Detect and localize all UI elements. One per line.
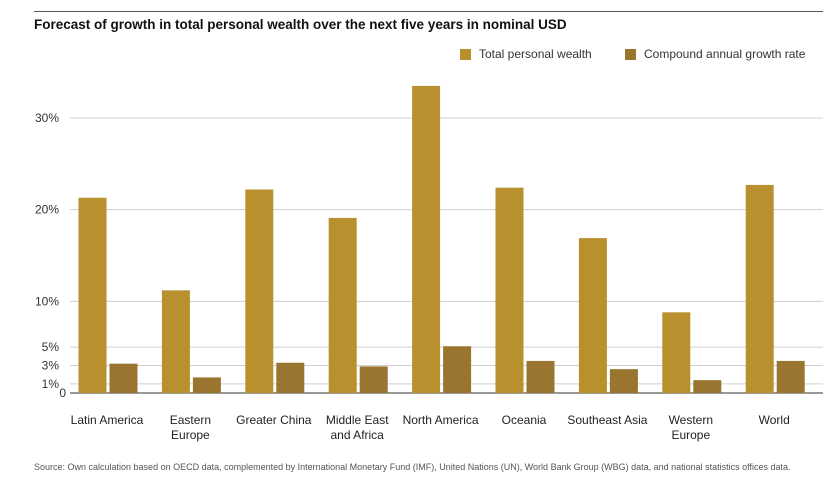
category-label-line: and Africa [330, 428, 384, 442]
y-tick-label: 10% [35, 294, 59, 308]
source-note: Source: Own calculation based on OECD da… [34, 462, 791, 472]
category-label: Greater China [236, 413, 311, 428]
legend-label-cagr: Compound annual growth rate [644, 47, 806, 61]
legend-item-total-wealth: Total personal wealth [460, 47, 592, 61]
category-label: Eastern Europe [170, 413, 211, 443]
bar-total-wealth [662, 312, 691, 393]
y-tick-label: 3% [42, 359, 60, 373]
category-label-line: Western [668, 413, 714, 427]
bar-cagr [192, 377, 221, 393]
chart-title: Forecast of growth in total personal wea… [34, 17, 567, 32]
legend-swatch-total-wealth [460, 48, 471, 60]
category-label-line: Middle East [325, 413, 389, 427]
bar-total-wealth [161, 290, 190, 393]
bar-total-wealth [578, 238, 607, 393]
bar-total-wealth [412, 85, 441, 394]
y-tick-label: 30% [35, 111, 59, 125]
top-rule [34, 11, 823, 12]
bar-total-wealth [328, 217, 357, 393]
category-label-line: Latin America [70, 413, 144, 427]
bar-total-wealth [745, 184, 774, 393]
category-label-line: Oceania [501, 413, 547, 427]
category-label: Southeast Asia [567, 413, 647, 428]
category-label-line: Greater China [236, 413, 312, 427]
category-label-line: World [758, 413, 790, 427]
category-label: Western Europe [669, 413, 713, 443]
bar-total-wealth [245, 189, 274, 393]
y-tick-label: 5% [42, 340, 60, 354]
bar-cagr [359, 366, 388, 393]
category-label: Middle East and Africa [326, 413, 389, 443]
bar-cagr [443, 346, 472, 393]
bar-cagr [526, 360, 555, 393]
category-label: World [759, 413, 790, 428]
bar-cagr [776, 360, 805, 393]
y-tick-label: 20% [35, 203, 59, 217]
bar-total-wealth [495, 187, 524, 393]
legend-label-total-wealth: Total personal wealth [479, 47, 592, 61]
category-label-line: Europe [171, 428, 210, 442]
category-label: Oceania [502, 413, 547, 428]
bar-cagr [109, 363, 138, 393]
y-tick-label: 0 [59, 386, 66, 400]
category-label: Latin America [71, 413, 144, 428]
y-tick-label: 1% [42, 377, 60, 391]
category-label-line: Southeast Asia [567, 413, 648, 427]
legend-item-cagr: Compound annual growth rate [625, 47, 805, 61]
category-label: North America [403, 413, 479, 428]
legend-swatch-cagr [625, 48, 636, 60]
category-label-line: Eastern [169, 413, 212, 427]
category-label-line: North America [402, 413, 479, 427]
bar-total-wealth [78, 197, 107, 393]
bar-cagr [276, 362, 305, 393]
category-label-line: Europe [671, 428, 711, 442]
bar-cagr [609, 369, 638, 393]
bar-cagr [693, 380, 722, 393]
